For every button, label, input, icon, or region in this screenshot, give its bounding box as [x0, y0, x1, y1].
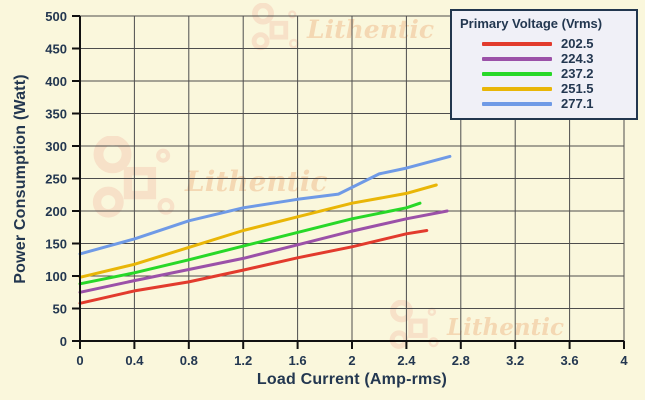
legend-swatch [482, 56, 552, 61]
watermark-text: Lithentic [185, 164, 328, 198]
watermark-molecule-icon [389, 300, 439, 349]
legend-swatch [482, 41, 552, 46]
legend-item-label: 224.3 [561, 51, 594, 66]
x-tick-label: 3.2 [506, 353, 524, 368]
legend-item: 251.5 [460, 81, 628, 96]
y-tick-label: 500 [45, 9, 67, 24]
legend-item: 277.1 [460, 96, 628, 111]
watermark-molecule-icon [251, 3, 299, 51]
x-tick-label: 1.6 [289, 353, 307, 368]
x-tick-label: 1.2 [234, 353, 252, 368]
series-line-277.1 [78, 154, 452, 256]
y-tick-label: 300 [45, 139, 67, 154]
y-tick-label: 150 [45, 237, 67, 252]
x-tick-label: 3.6 [561, 353, 579, 368]
legend-item: 237.2 [460, 66, 628, 81]
legend-item-label: 237.2 [561, 66, 594, 81]
series-line-251.5 [78, 183, 438, 279]
legend-item-label: 277.1 [561, 96, 594, 111]
series-line-202.5 [78, 229, 429, 305]
y-tick-label: 200 [45, 204, 67, 219]
x-tick-label: 2 [348, 353, 355, 368]
y-tick-label: 350 [45, 107, 67, 122]
x-axis-title: Load Current (Amp-rms) [256, 371, 448, 388]
watermark: Lithentic [388, 300, 564, 354]
legend-swatch [482, 71, 552, 76]
y-tick-label: 450 [45, 42, 67, 57]
watermark: Lithentic [90, 136, 327, 226]
series-line-224.3 [78, 209, 449, 294]
y-tick-label: 250 [45, 172, 67, 187]
watermark-molecule-icon [92, 136, 175, 218]
y-tick-label: 100 [45, 269, 67, 284]
legend-item-label: 251.5 [561, 81, 594, 96]
series-line-237.2 [78, 201, 422, 286]
x-tick-label: 0 [76, 353, 83, 368]
x-tick-label: 0.8 [180, 353, 198, 368]
x-tick-label: 0.4 [125, 353, 144, 368]
x-tick-label: 2.8 [452, 353, 470, 368]
legend-items: 202.5 224.3 237.2 251.5 277.1 [460, 36, 628, 111]
watermark-text: Lithentic [447, 313, 564, 341]
legend-swatch [482, 101, 552, 106]
legend-title: Primary Voltage (Vrms) [460, 16, 603, 31]
legend-item: 202.5 [460, 36, 628, 51]
y-tick-label: 50 [53, 302, 67, 317]
y-tick-label: 0 [60, 334, 67, 349]
watermark-text: Lithentic [307, 14, 435, 44]
legend-swatch [482, 86, 552, 91]
watermark: Lithentic [250, 3, 434, 55]
y-axis-title: Power Consumption (Watt) [12, 74, 29, 284]
x-tick-label: 4 [620, 353, 628, 368]
legend: Primary Voltage (Vrms) 202.5 224.3 237.2 25… [450, 9, 638, 120]
legend-item: 224.3 [460, 51, 628, 66]
legend-item-label: 202.5 [561, 36, 594, 51]
y-tick-label: 400 [45, 74, 67, 89]
x-tick-label: 2.4 [397, 353, 416, 368]
